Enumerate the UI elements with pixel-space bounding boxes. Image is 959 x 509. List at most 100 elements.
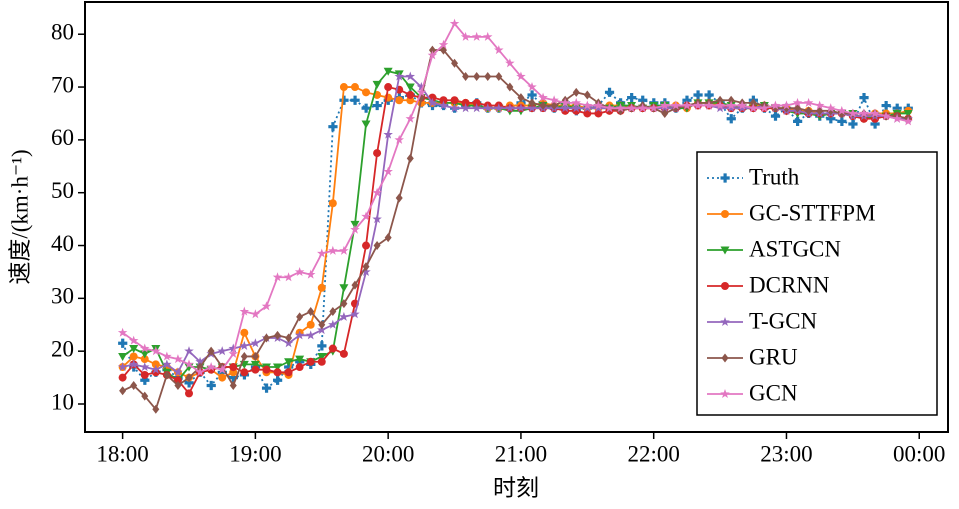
marker: [604, 87, 615, 97]
marker: [770, 100, 781, 110]
marker: [139, 343, 150, 353]
marker: [362, 241, 371, 250]
marker: [140, 350, 150, 359]
marker: [716, 95, 724, 105]
marker: [482, 103, 493, 113]
marker: [394, 134, 404, 144]
marker: [317, 283, 326, 292]
marker: [239, 306, 250, 316]
marker: [207, 346, 215, 356]
y-tick-label: 20: [51, 336, 74, 361]
marker: [250, 309, 261, 319]
marker: [295, 363, 304, 372]
legend-label: ASTGCN: [749, 236, 841, 261]
marker: [140, 370, 149, 379]
marker: [693, 90, 703, 100]
marker: [471, 103, 482, 113]
marker: [173, 376, 182, 385]
marker: [229, 363, 238, 372]
marker: [505, 58, 515, 68]
marker: [495, 71, 503, 81]
marker: [162, 359, 172, 369]
marker: [720, 246, 730, 255]
marker: [571, 103, 581, 113]
marker: [484, 71, 492, 81]
marker: [185, 389, 194, 398]
marker: [339, 83, 348, 92]
y-tick-label: 80: [51, 20, 74, 45]
marker: [361, 266, 371, 276]
marker: [406, 153, 414, 163]
marker: [416, 82, 427, 92]
marker: [274, 330, 282, 340]
marker: [715, 103, 725, 113]
legend-label: GC-STTFPM: [749, 200, 876, 225]
marker: [527, 90, 537, 100]
marker: [140, 355, 149, 364]
marker: [793, 116, 803, 126]
marker: [251, 365, 260, 374]
marker: [295, 355, 305, 364]
marker: [317, 357, 326, 366]
marker: [307, 307, 315, 317]
legend-label: GRU: [749, 344, 798, 369]
marker: [451, 58, 459, 68]
marker: [527, 103, 537, 113]
y-axis-label: 速度/(km·h⁻¹): [7, 149, 32, 284]
marker: [405, 113, 416, 123]
marker: [571, 97, 581, 107]
marker: [328, 319, 338, 329]
marker: [229, 381, 237, 391]
marker: [516, 103, 526, 113]
marker: [881, 111, 891, 121]
marker: [720, 389, 730, 399]
legend-label: Truth: [749, 164, 800, 189]
marker: [372, 214, 382, 224]
marker: [373, 149, 382, 158]
marker: [825, 103, 836, 113]
marker: [163, 370, 171, 380]
marker: [749, 98, 757, 108]
marker: [450, 96, 459, 105]
marker: [383, 129, 393, 139]
marker: [748, 103, 759, 113]
marker: [383, 67, 393, 76]
marker: [527, 82, 537, 92]
marker: [339, 311, 349, 321]
marker: [283, 272, 294, 282]
marker: [737, 103, 747, 113]
marker: [351, 280, 359, 290]
marker: [305, 269, 316, 279]
marker: [285, 333, 293, 343]
marker: [240, 328, 249, 337]
marker: [251, 351, 259, 361]
marker: [206, 362, 216, 372]
marker: [660, 103, 670, 113]
marker: [715, 100, 725, 110]
marker: [240, 351, 248, 361]
marker: [781, 100, 792, 110]
marker: [560, 97, 570, 107]
marker: [482, 31, 493, 41]
marker: [848, 119, 858, 129]
marker: [405, 71, 416, 81]
marker: [462, 71, 470, 81]
marker: [870, 108, 880, 118]
marker: [206, 380, 216, 391]
marker: [373, 241, 381, 251]
marker: [449, 18, 460, 28]
marker: [892, 113, 902, 123]
marker: [284, 358, 294, 367]
y-tick-label: 10: [51, 389, 74, 414]
marker: [262, 333, 270, 343]
marker: [128, 359, 139, 369]
marker: [660, 100, 670, 110]
marker: [119, 386, 127, 396]
marker: [130, 381, 138, 391]
marker: [583, 109, 592, 118]
marker: [637, 103, 648, 113]
marker: [174, 381, 182, 391]
marker: [726, 114, 736, 124]
marker: [428, 45, 436, 55]
marker: [438, 39, 449, 49]
